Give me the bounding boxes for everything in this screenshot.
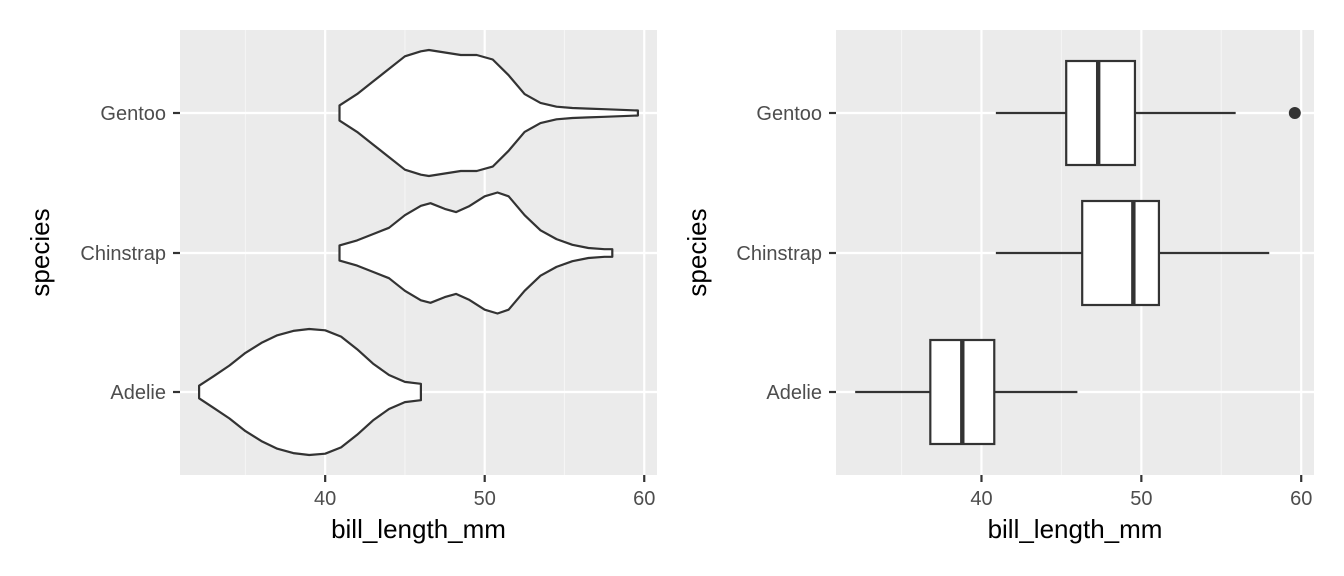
x-tick-label: 40 — [314, 488, 336, 510]
x-tick-label: 50 — [474, 488, 496, 510]
box-gentoo — [1065, 59, 1137, 167]
violin-gentoo — [338, 48, 639, 178]
y-tick-label-chinstrap: Chinstrap — [736, 243, 822, 265]
x-axis-title: bill_length_mm — [988, 514, 1163, 544]
y-tick-label-adelie: Adelie — [110, 382, 166, 404]
x-tick-label: 50 — [1130, 488, 1152, 510]
violin-chinstrap — [338, 191, 614, 315]
violin-chart: 40 50 60 Adelie Chinstrap Gentoo bill_length_m… — [25, 30, 657, 544]
y-tick-label-gentoo: Gentoo — [756, 103, 822, 125]
y-tick-label-adelie: Adelie — [766, 382, 822, 404]
y-tick-label-gentoo: Gentoo — [100, 103, 166, 125]
box-chinstrap — [1081, 199, 1161, 307]
x-tick-label: 40 — [970, 488, 992, 510]
outlier-point-gentoo — [1288, 107, 1301, 119]
violin-adelie — [198, 327, 422, 457]
y-axis-title: species — [682, 208, 712, 296]
x-axis-title: bill_length_mm — [331, 514, 506, 544]
y-axis-title: species — [25, 208, 55, 296]
x-tick-label: 60 — [1290, 488, 1312, 510]
boxplot-chart: 40 50 60 Adelie Chinstrap Gentoo bill_length_m… — [682, 30, 1314, 544]
y-tick-label-chinstrap: Chinstrap — [80, 243, 166, 265]
x-tick-label: 60 — [633, 488, 655, 510]
